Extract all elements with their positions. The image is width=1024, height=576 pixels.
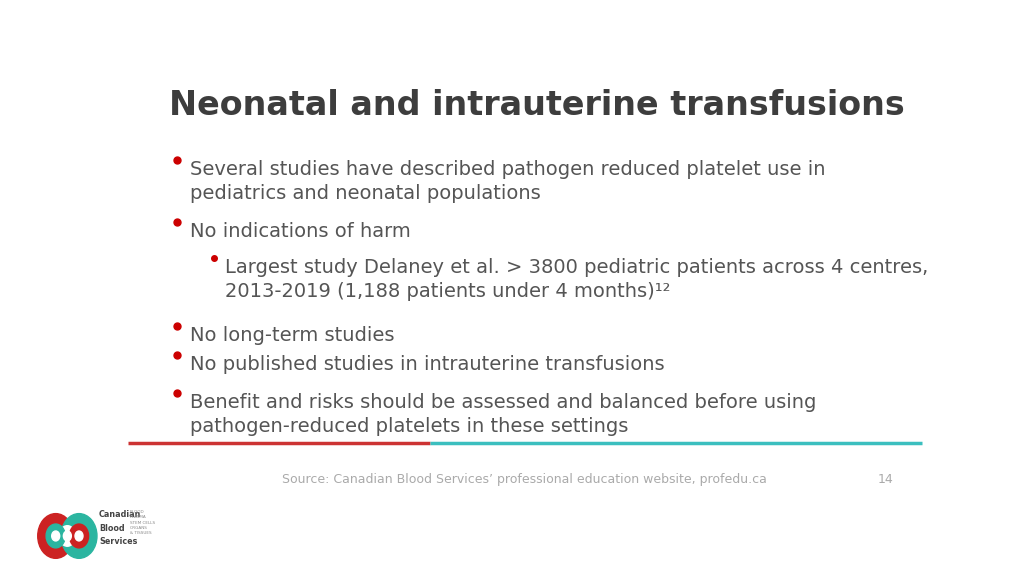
Text: Blood: Blood — [99, 524, 125, 533]
Circle shape — [61, 514, 97, 558]
Circle shape — [59, 526, 76, 546]
Text: Benefit and risks should be assessed and balanced before using
pathogen-reduced : Benefit and risks should be assessed and… — [189, 393, 816, 436]
Circle shape — [38, 514, 74, 558]
Text: Services: Services — [99, 537, 137, 546]
Circle shape — [51, 531, 59, 541]
Circle shape — [75, 531, 83, 541]
Text: No long-term studies: No long-term studies — [189, 327, 394, 346]
Text: No indications of harm: No indications of harm — [189, 222, 411, 241]
Circle shape — [63, 531, 72, 541]
Text: Source: Canadian Blood Services’ professional education website, profedu.ca: Source: Canadian Blood Services’ profess… — [283, 473, 767, 486]
Text: Canadian: Canadian — [99, 510, 141, 520]
Circle shape — [46, 524, 66, 548]
Text: 14: 14 — [878, 473, 894, 486]
Text: BLOOD
PLASMA
STEM CELLS
ORGANS
& TISSUES: BLOOD PLASMA STEM CELLS ORGANS & TISSUES — [130, 510, 155, 535]
Text: Neonatal and intrauterine transfusions: Neonatal and intrauterine transfusions — [169, 89, 905, 122]
Circle shape — [70, 524, 89, 548]
Text: Several studies have described pathogen reduced platelet use in
pediatrics and n: Several studies have described pathogen … — [189, 160, 825, 203]
Text: Largest study Delaney et al. > 3800 pediatric patients across 4 centres,
2013-20: Largest study Delaney et al. > 3800 pedi… — [225, 257, 928, 301]
Text: No published studies in intrauterine transfusions: No published studies in intrauterine tra… — [189, 355, 665, 374]
